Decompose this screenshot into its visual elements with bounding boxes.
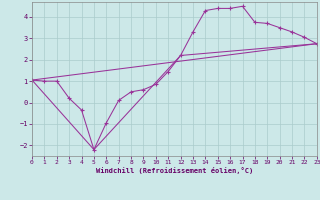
X-axis label: Windchill (Refroidissement éolien,°C): Windchill (Refroidissement éolien,°C) — [96, 167, 253, 174]
